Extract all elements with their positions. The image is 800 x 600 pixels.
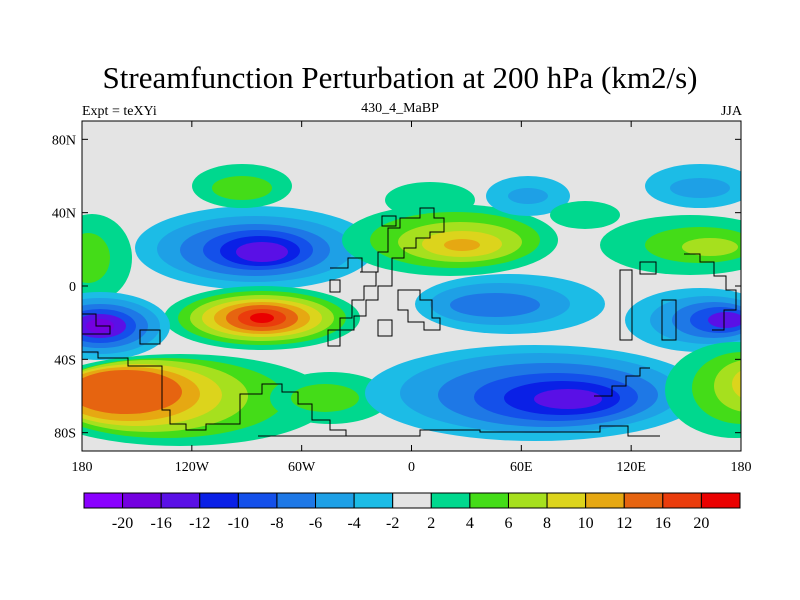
- colorbar-swatch: [430, 492, 471, 509]
- colorbar-swatch: [585, 492, 625, 509]
- colorbar-swatch: [469, 492, 509, 509]
- experiment-label: Expt = teXYi: [82, 104, 157, 119]
- colorbar-label: -20: [112, 515, 133, 532]
- colorbar-swatch: [160, 492, 201, 509]
- colorbar-swatch: [315, 492, 355, 509]
- pos-blob-east-asia: [600, 215, 741, 275]
- contour-fills: [82, 164, 741, 446]
- lon-tick-label: 60E: [510, 460, 533, 475]
- colorbar-swatch: [700, 492, 741, 509]
- run-label: 430_4_MaBP: [361, 101, 439, 116]
- longitude-axis: 180 120W 60W 0 60E 120E 180: [72, 121, 752, 475]
- colorbar-swatch: [83, 492, 124, 509]
- latitude-axis: 80N 40N 0 40S 80S: [52, 133, 741, 442]
- coastlines: [82, 207, 737, 437]
- neg-blob-north-east: [645, 164, 741, 208]
- neg-blob-west-pacific: [82, 292, 170, 360]
- colorbar-label: 8: [543, 515, 551, 532]
- colorbar-label: 20: [693, 515, 709, 532]
- lon-tick-label: 120W: [175, 460, 210, 475]
- colorbar-label: 10: [578, 515, 594, 532]
- lon-tick-label: 180: [72, 460, 93, 475]
- colorbar-label: 16: [655, 515, 671, 532]
- colorbar-label: 2: [427, 515, 435, 532]
- neg-blob-tropical-indian: [415, 274, 605, 334]
- season-label: JJA: [720, 104, 742, 119]
- colorbar-label: -8: [270, 515, 283, 532]
- pos-blob-north-arc: [192, 164, 292, 208]
- lon-tick-label: 60W: [288, 460, 316, 475]
- colorbar-swatch: [507, 492, 548, 509]
- colorbar-swatch: [353, 492, 394, 509]
- colorbar-swatch: [546, 492, 587, 509]
- colorbar-swatch: [199, 492, 239, 509]
- neg-blob-north-eurasia: [486, 176, 620, 229]
- colorbar-label: 4: [466, 515, 474, 532]
- colorbar-label: -2: [386, 515, 399, 532]
- lat-tick-label: 40N: [52, 207, 76, 222]
- colorbar-swatch: [392, 492, 432, 509]
- colorbar-label: -16: [151, 515, 172, 532]
- lat-tick-label: 80N: [52, 133, 76, 148]
- pos-blob-south-pacific: [82, 354, 330, 446]
- lat-tick-label: 80S: [54, 427, 76, 442]
- colorbar-swatch: [237, 492, 278, 509]
- colorbar-label: 12: [616, 515, 632, 532]
- colorbar-label: -10: [228, 515, 249, 532]
- neg-blob-north-america: [135, 206, 375, 290]
- colorbar-swatch: [122, 492, 162, 509]
- map-title: Streamfunction Perturbation at 200 hPa (…: [102, 60, 698, 95]
- pos-blob-subtropical: [164, 286, 360, 350]
- pos-blob-west-edge: [82, 214, 132, 302]
- colorbar-swatch: [662, 492, 702, 509]
- pos-blob-south-east: [665, 342, 741, 438]
- colorbar-swatch: [623, 492, 664, 509]
- colorbar-label: -4: [347, 515, 360, 532]
- lat-tick-label: 40S: [54, 353, 76, 368]
- lon-tick-label: 180: [731, 460, 752, 475]
- colorbar-swatch: [276, 492, 317, 509]
- lon-tick-label: 0: [408, 460, 415, 475]
- colorbar-label: -6: [309, 515, 322, 532]
- colorbar: -20 -16 -12 -10 -8 -6 -4 -2 2 4 6 8 10 12 16 20: [83, 492, 741, 532]
- colorbar-label: -12: [189, 515, 210, 532]
- neg-blob-southern-ocean: [365, 345, 705, 441]
- lon-tick-label: 120E: [616, 460, 646, 475]
- pos-blob-south-central: [270, 372, 390, 424]
- lat-tick-label: 0: [69, 280, 76, 295]
- colorbar-label: 6: [504, 515, 512, 532]
- neg-blob-east-edge: [625, 288, 741, 352]
